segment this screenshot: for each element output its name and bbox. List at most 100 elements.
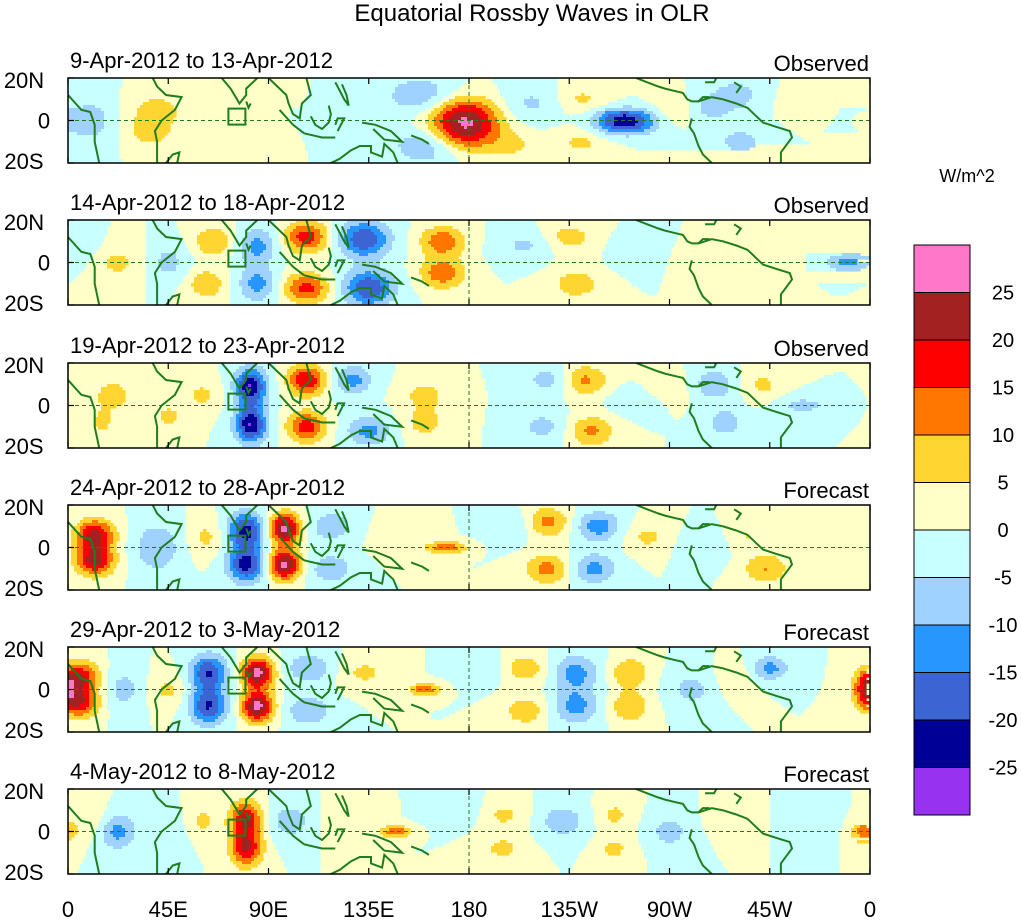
anomaly-cell <box>659 683 681 687</box>
anomaly-cell <box>263 277 273 281</box>
anomaly-cell <box>146 238 183 242</box>
anomaly-cell <box>548 704 558 708</box>
anomaly-cell <box>269 704 273 708</box>
anomaly-cell <box>857 701 864 705</box>
anomaly-cell <box>305 580 396 584</box>
anomaly-cell <box>344 235 354 239</box>
anomaly-cell <box>242 423 249 427</box>
anomaly-cell <box>614 117 636 121</box>
anomaly-cell <box>236 232 246 236</box>
anomaly-cell <box>236 417 240 421</box>
anomaly-cell <box>614 668 645 672</box>
anomaly-cell <box>257 846 261 850</box>
anomaly-cell <box>224 695 231 699</box>
anomaly-cell <box>188 677 195 681</box>
anomaly-cell <box>530 822 546 826</box>
anomaly-cell <box>353 295 363 299</box>
anomaly-cell <box>263 423 267 427</box>
anomaly-cell <box>221 541 228 545</box>
anomaly-cell <box>206 441 240 445</box>
anomaly-cell <box>770 695 816 699</box>
anomaly-cell <box>569 577 582 581</box>
anomaly-cell <box>416 387 435 391</box>
anomaly-cell <box>602 532 615 536</box>
anomaly-cell <box>614 229 681 233</box>
anomaly-cell <box>101 129 120 133</box>
anomaly-cell <box>467 150 516 154</box>
anomaly-cell <box>263 375 270 379</box>
anomaly-cell <box>68 825 78 829</box>
anomaly-cell <box>671 550 732 554</box>
anomaly-cell <box>290 114 417 118</box>
anomaly-cell <box>254 819 261 823</box>
anomaly-cell <box>728 135 753 139</box>
anomaly-cell <box>614 707 645 711</box>
anomaly-cell <box>116 837 120 841</box>
panel-date-range: 19-Apr-2012 to 23-Apr-2012 <box>70 333 345 358</box>
anomaly-cell <box>89 846 114 850</box>
anomaly-cell <box>728 111 774 115</box>
anomaly-cell <box>83 689 90 693</box>
anomaly-cell <box>512 665 540 669</box>
anomaly-cell <box>287 831 297 835</box>
anomaly-cell <box>455 241 465 245</box>
anomaly-cell <box>248 665 252 669</box>
anomaly-cell <box>662 574 720 578</box>
anomaly-cell <box>239 852 255 856</box>
anomaly-cell <box>242 372 261 376</box>
anomaly-cell <box>218 417 231 421</box>
coastline <box>309 816 332 842</box>
anomaly-cell <box>296 378 318 382</box>
anomaly-cell <box>269 677 273 681</box>
anomaly-cell <box>332 238 339 242</box>
coastline <box>361 832 406 855</box>
anomaly-cell <box>203 683 216 687</box>
anomaly-cell <box>455 544 465 548</box>
anomaly-cell <box>251 677 264 681</box>
anomaly-cell <box>254 238 261 242</box>
anomaly-cell <box>647 864 723 868</box>
anomaly-cell <box>854 683 861 687</box>
anomaly-cell <box>701 375 726 379</box>
anomaly-cell <box>242 277 252 281</box>
anomaly-cell <box>236 807 255 811</box>
colorbar-tick-label: 5 <box>997 473 1008 495</box>
anomaly-cell <box>770 807 849 811</box>
anomaly-cell <box>74 526 81 530</box>
anomaly-cell <box>71 544 78 548</box>
anomaly-cell <box>332 244 339 248</box>
anomaly-cell <box>449 120 459 124</box>
anomaly-cell <box>482 541 528 545</box>
anomaly-cell <box>578 562 591 566</box>
anomaly-cell <box>281 719 297 723</box>
anomaly-cell <box>605 111 621 115</box>
anomaly-cell <box>146 298 171 302</box>
anomaly-cell <box>476 538 528 542</box>
anomaly-cell <box>557 689 594 693</box>
anomaly-cell <box>758 683 822 687</box>
anomaly-cell <box>95 680 102 684</box>
anomaly-cell <box>272 710 276 714</box>
anomaly-cell <box>263 366 276 370</box>
anomaly-cell <box>308 559 321 563</box>
coastline <box>705 220 718 226</box>
anomaly-cell <box>200 232 225 236</box>
anomaly-cell <box>239 695 246 699</box>
anomaly-cell <box>233 244 243 248</box>
anomaly-cell <box>254 807 261 811</box>
anomaly-cell <box>68 680 75 684</box>
anomaly-cell <box>242 716 249 720</box>
coastline <box>705 78 718 84</box>
anomaly-cell <box>641 538 657 542</box>
anomaly-cell <box>92 520 99 524</box>
anomaly-cell <box>338 408 393 412</box>
anomaly-cell <box>362 366 396 370</box>
anomaly-cell <box>350 238 378 242</box>
anomaly-cell <box>770 801 852 805</box>
anomaly-cell <box>254 671 264 675</box>
anomaly-cell <box>569 532 582 536</box>
anomaly-cell <box>248 707 255 711</box>
anomaly-cell <box>230 298 252 302</box>
anomaly-cell <box>239 283 249 287</box>
anomaly-cell <box>284 861 321 865</box>
